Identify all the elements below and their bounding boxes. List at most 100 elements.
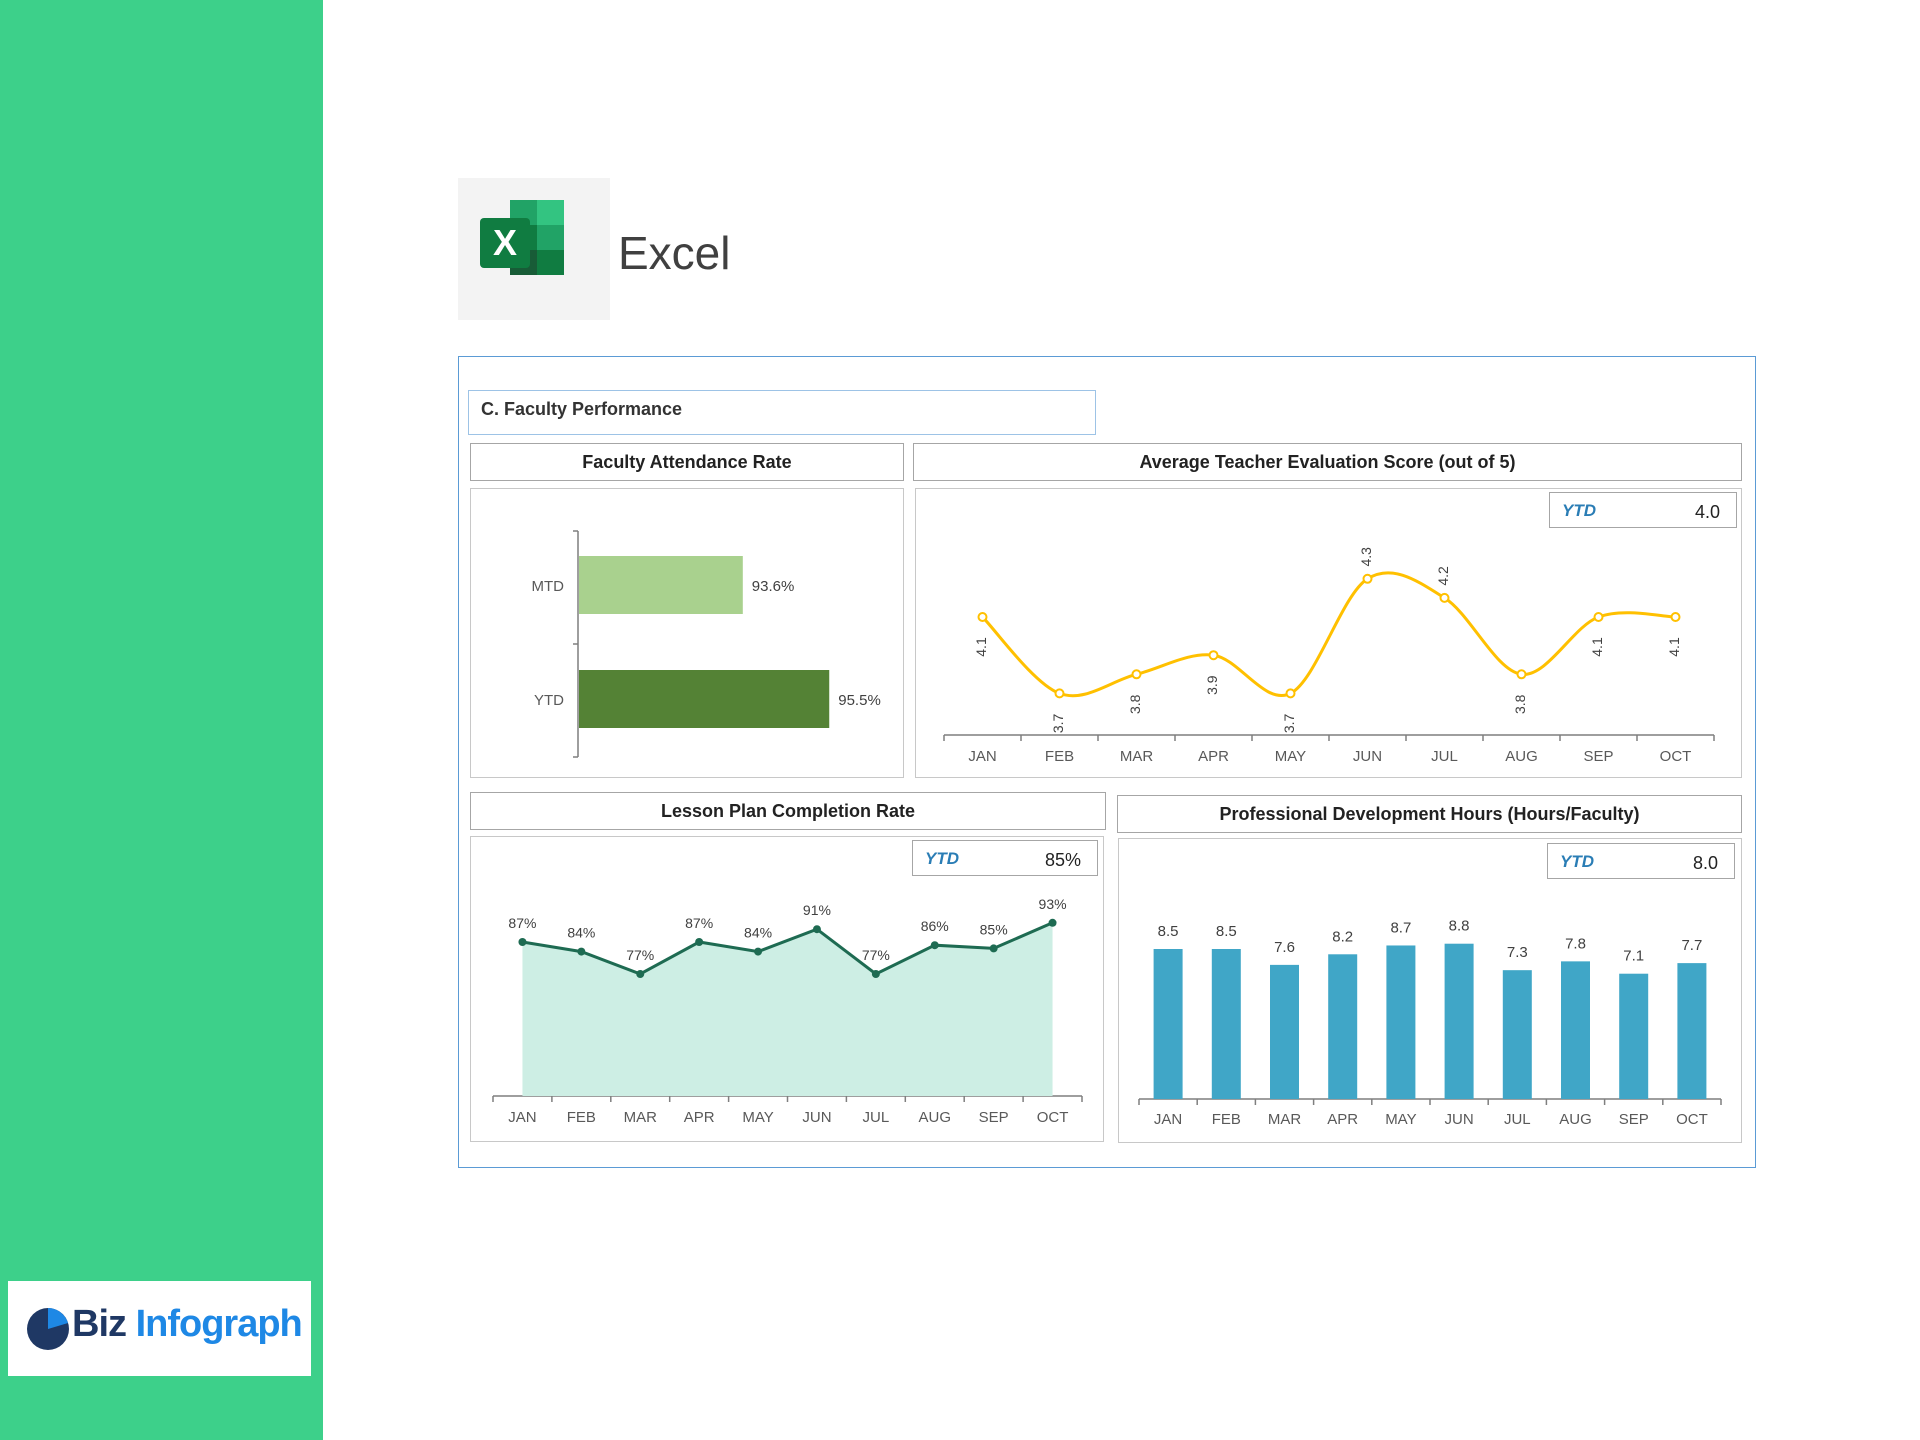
evaluation-x-tick-label: JAN	[968, 748, 996, 765]
lesson-x-tick-label: FEB	[567, 1109, 596, 1126]
attendance-category-label: MTD	[532, 578, 565, 595]
lesson-x-tick-label: OCT	[1037, 1109, 1069, 1126]
evaluation-ytd-value: 4.0	[1694, 502, 1720, 522]
evaluation-x-tick-label: JUL	[1431, 748, 1458, 765]
evaluation-data-label: 4.1	[1666, 637, 1682, 657]
evaluation-data-label: 4.1	[973, 637, 989, 657]
pie-logo-icon	[27, 1308, 69, 1350]
lesson-x-tick-label: MAY	[742, 1109, 773, 1126]
app-title: Excel	[618, 227, 731, 279]
lesson-point	[636, 970, 645, 978]
pd-bar-may	[1386, 945, 1416, 1099]
pd-bar-jul	[1502, 970, 1532, 1099]
attendance-data-label: 93.6%	[752, 578, 795, 595]
lesson-x-tick-label: JUL	[863, 1109, 890, 1126]
pd-data-label: 7.7	[1681, 937, 1702, 954]
evaluation-x-tick-label: AUG	[1505, 748, 1538, 765]
evaluation-data-label: 3.7	[1281, 713, 1297, 733]
excel-icon: X	[480, 200, 564, 275]
pd-x-tick-label: AUG	[1559, 1111, 1592, 1128]
lesson-data-label: 77%	[626, 947, 654, 963]
attendance-chart-panel: 93.6% MTD 95.5% YTD	[470, 488, 904, 778]
attendance-bar-mtd	[579, 556, 743, 614]
evaluation-panel-title: Average Teacher Evaluation Score (out of…	[913, 443, 1742, 481]
left-sidebar: Biz Infograph	[0, 0, 323, 1440]
lesson-chart: JAN FEB MAR APR MAY JUN JUL AUG SEP OCT 87% 84% 77% 8…	[492, 896, 1083, 1126]
evaluation-x-tick-label: SEP	[1583, 748, 1613, 765]
evaluation-point	[1131, 669, 1142, 680]
lesson-point	[577, 947, 586, 956]
brand-name: Biz Infograph	[72, 1303, 303, 1346]
pd-data-label: 7.8	[1565, 935, 1586, 952]
pd-x-tick-label: APR	[1327, 1111, 1358, 1128]
attendance-category-label: YTD	[534, 692, 564, 709]
lesson-point	[1048, 918, 1057, 927]
lesson-x-tick-label: JUN	[802, 1109, 831, 1126]
evaluation-ytd-box: YTD 4.0	[1549, 492, 1737, 528]
brand-name-part2: Infograph	[135, 1303, 303, 1345]
lesson-data-label: 87%	[685, 915, 713, 931]
lesson-data-label: 85%	[980, 921, 1008, 937]
lesson-point	[518, 938, 527, 946]
pd-data-label: 7.1	[1623, 948, 1644, 965]
lesson-point	[871, 970, 880, 978]
pd-ytd-label: YTD	[1560, 852, 1594, 871]
pd-data-label: 7.3	[1507, 944, 1528, 961]
lesson-data-label: 84%	[744, 925, 772, 941]
lesson-data-label: 86%	[921, 918, 949, 934]
pd-bar-jan	[1153, 949, 1183, 1099]
evaluation-data-label: 4.1	[1589, 637, 1605, 657]
evaluation-point	[1054, 688, 1065, 699]
pd-chart-panel: JAN FEB MAR APR MAY JUN JUL AUG SEP OCT 8.5 8.5 7.6 8…	[1118, 838, 1742, 1143]
evaluation-point	[1285, 688, 1296, 699]
lesson-ytd-label: YTD	[925, 849, 959, 868]
lesson-x-tick-label: APR	[684, 1109, 715, 1126]
lesson-point	[930, 941, 939, 950]
lesson-data-label: 84%	[567, 925, 595, 941]
evaluation-x-tick-label: JUN	[1353, 748, 1382, 765]
pd-data-label: 8.2	[1332, 928, 1353, 945]
evaluation-data-label: 3.8	[1512, 694, 1528, 714]
pd-bar-sep	[1619, 973, 1649, 1099]
evaluation-chart: JAN FEB MAR APR MAY JUN JUL AUG SEP OCT 4.1 3.7 3.8 3…	[943, 547, 1715, 765]
evaluation-point	[1670, 612, 1681, 622]
evaluation-point	[1208, 650, 1219, 661]
brand-name-part1: Biz	[72, 1303, 127, 1345]
lesson-ytd-box: YTD 85%	[912, 840, 1098, 876]
attendance-bar-ytd	[579, 670, 830, 728]
lesson-point	[695, 938, 704, 946]
evaluation-point	[1362, 573, 1373, 584]
evaluation-x-tick-label: MAY	[1275, 748, 1306, 765]
lesson-point	[754, 947, 763, 956]
pd-x-tick-label: JAN	[1154, 1111, 1182, 1128]
lesson-series-line	[522, 921, 1054, 976]
pd-ytd-value: 8.0	[1692, 853, 1718, 873]
evaluation-x-tick-label: FEB	[1045, 748, 1074, 765]
lesson-x-tick-label: JAN	[508, 1109, 536, 1126]
pd-x-tick-label: SEP	[1619, 1111, 1649, 1128]
excel-tile: X	[458, 178, 610, 320]
pd-bar-oct	[1677, 963, 1707, 1099]
pd-bar-jun	[1444, 943, 1474, 1099]
evaluation-data-label: 3.7	[1050, 713, 1066, 733]
attendance-data-label: 95.5%	[838, 692, 881, 709]
attendance-chart: 93.6% MTD 95.5% YTD	[532, 530, 881, 758]
pd-bar-mar	[1270, 964, 1299, 1099]
pd-x-tick-label: JUL	[1504, 1111, 1531, 1128]
pd-data-label: 8.5	[1158, 923, 1179, 940]
evaluation-data-label: 4.2	[1435, 566, 1451, 586]
pd-x-tick-label: OCT	[1676, 1111, 1708, 1128]
evaluation-x-tick-label: APR	[1198, 748, 1229, 765]
pd-data-label: 7.6	[1274, 939, 1295, 956]
pd-bar-feb	[1211, 949, 1241, 1099]
attendance-panel-title: Faculty Attendance Rate	[470, 443, 904, 481]
evaluation-data-label: 3.9	[1204, 675, 1220, 695]
evaluation-chart-panel: JAN FEB MAR APR MAY JUN JUL AUG SEP OCT 4.1 3.7 3.8 3…	[915, 488, 1742, 778]
evaluation-series-line	[981, 571, 1676, 698]
lesson-panel-title: Lesson Plan Completion Rate	[470, 792, 1106, 830]
lesson-data-label: 91%	[803, 902, 831, 918]
pd-bar-aug	[1561, 961, 1590, 1099]
evaluation-point	[1593, 612, 1604, 622]
lesson-point	[989, 944, 998, 953]
evaluation-x-tick-label: OCT	[1660, 748, 1692, 765]
